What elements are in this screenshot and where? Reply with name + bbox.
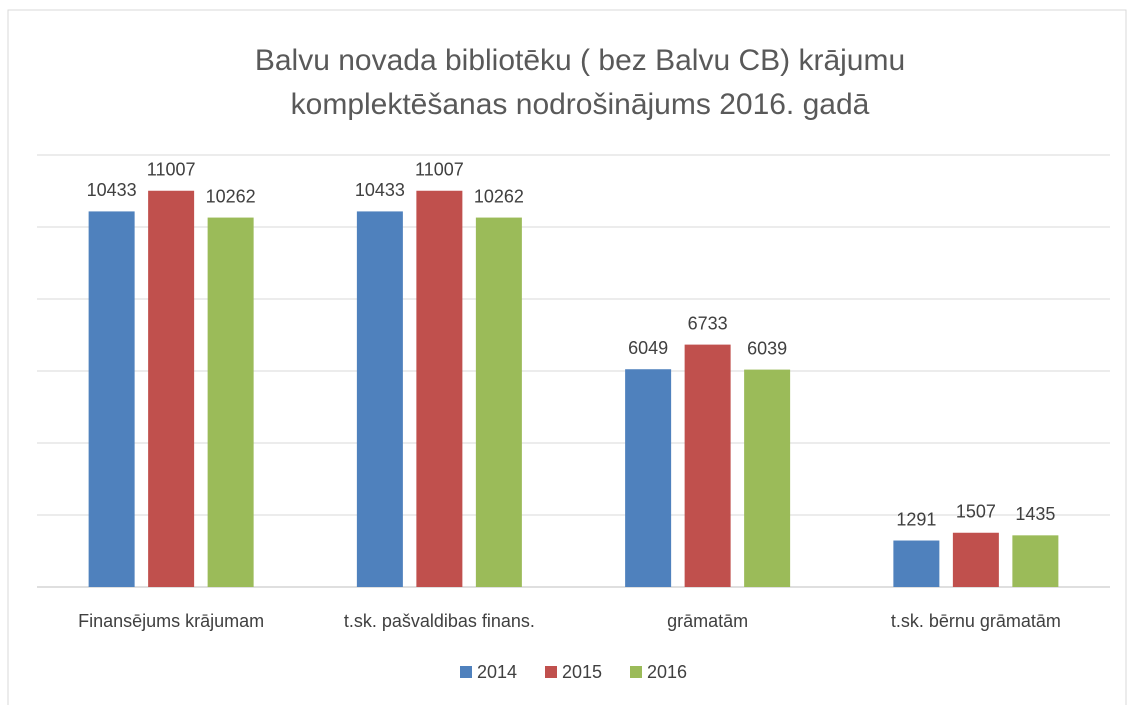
data-label: 10262 <box>206 186 256 206</box>
data-label: 10262 <box>474 186 524 206</box>
data-label: 1291 <box>896 509 936 529</box>
legend-swatch <box>630 666 642 678</box>
bar <box>88 211 135 588</box>
bar <box>475 217 522 587</box>
data-label: 10433 <box>87 180 137 200</box>
data-label: 11007 <box>415 159 464 179</box>
data-label: 10433 <box>355 180 405 200</box>
legend-swatch <box>545 666 557 678</box>
x-tick-label: grāmatām <box>667 611 748 631</box>
bar <box>684 344 731 587</box>
legend-label: 2016 <box>647 662 687 682</box>
chart-frame <box>7 9 1127 705</box>
bar <box>893 540 940 587</box>
bar <box>952 532 999 587</box>
bar <box>356 211 403 588</box>
bar <box>625 369 672 587</box>
x-tick-label: t.sk. pašvaldibas finans. <box>344 611 535 631</box>
bar <box>416 190 463 588</box>
bar <box>1012 535 1059 587</box>
data-label: 6049 <box>628 338 668 358</box>
data-label: 6039 <box>747 338 787 358</box>
bar <box>744 369 791 587</box>
x-tick-label: Finansējums krājumam <box>78 611 264 631</box>
data-label: 11007 <box>147 159 196 179</box>
chart-title: komplektēšanas nodrošinājums 2016. gadā <box>291 88 870 121</box>
chart-title: Balvu novada bibliotēku ( bez Balvu CB) … <box>255 44 905 77</box>
data-label: 1435 <box>1015 504 1055 524</box>
legend-swatch <box>460 666 472 678</box>
x-tick-label: t.sk. bērnu grāmatām <box>891 611 1061 631</box>
bar <box>148 190 195 588</box>
data-label: 6733 <box>688 313 728 333</box>
bar <box>207 217 254 587</box>
legend-label: 2014 <box>477 662 517 682</box>
data-label: 1507 <box>956 501 996 521</box>
legend-label: 2015 <box>562 662 602 682</box>
